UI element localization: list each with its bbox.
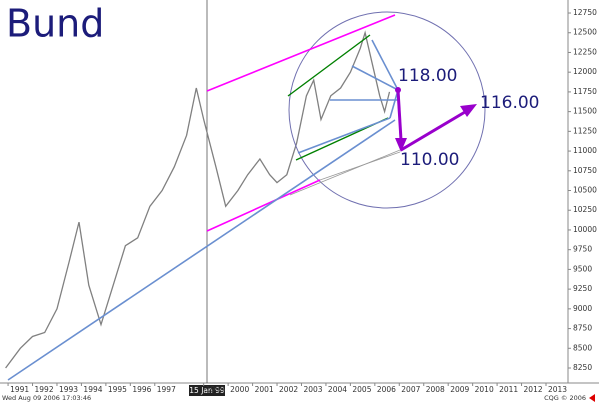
- channel-line: [287, 34, 371, 97]
- x-tick-label: 2006: [377, 385, 396, 394]
- footer: CQG © 2006: [544, 394, 586, 402]
- nav-arrow[interactable]: [589, 394, 595, 402]
- series-layer: [5, 30, 391, 369]
- channel-line: [206, 14, 396, 92]
- trend-line: [289, 149, 401, 196]
- x-tick-label: 2013: [548, 385, 567, 394]
- annotation: 116.00: [480, 93, 539, 113]
- trend-line: [319, 151, 401, 181]
- y-tick-label: 9750: [573, 245, 592, 254]
- crosshair-label: 15 Jan 99: [189, 386, 225, 395]
- x-tick-label: 2010: [475, 385, 494, 394]
- annotation: 110.00: [400, 150, 459, 170]
- y-tick-label: 9000: [573, 304, 592, 313]
- crosshair-label-box: [189, 385, 225, 396]
- circle: [288, 11, 486, 209]
- y-tick-label: 12500: [573, 28, 597, 37]
- x-tick-label: 1996: [132, 385, 151, 394]
- y-tick-label: 11000: [573, 146, 597, 155]
- trend-line: [389, 89, 399, 119]
- point: [395, 87, 401, 93]
- trend-line: [371, 39, 399, 91]
- y-tick-label: 10750: [573, 166, 597, 175]
- x-tick-label: 2008: [426, 385, 445, 394]
- arrow-head: [395, 138, 407, 152]
- y-tick-label: 8250: [573, 363, 592, 372]
- x-tick-label: 1999: [206, 385, 225, 394]
- x-tick-label: 2003: [303, 385, 322, 394]
- y-tick-label: 8750: [573, 324, 592, 333]
- y-tick-label: 12000: [573, 67, 597, 76]
- y-tick-label: 8500: [573, 343, 592, 352]
- x-tick-label: 2007: [401, 385, 420, 394]
- price-line: [5, 30, 391, 369]
- x-tick-label: 1992: [35, 385, 54, 394]
- trend-line: [351, 65, 399, 91]
- y-tick-label: 9250: [573, 284, 592, 293]
- x-tick-label: 2005: [352, 385, 371, 394]
- y-tick-label: 11750: [573, 87, 597, 96]
- y-tick-label: 11500: [573, 107, 597, 116]
- trend-line: [297, 117, 391, 154]
- y-tick-label: 11250: [573, 126, 597, 135]
- trend-line: [7, 119, 396, 381]
- timestamp: Wed Aug 09 2006 17:03:46: [2, 394, 91, 402]
- x-tick-label: 1995: [108, 385, 127, 394]
- x-tick-label: 1994: [83, 385, 102, 394]
- arrow: [400, 110, 466, 152]
- x-tick-label: 2001: [255, 385, 274, 394]
- chart-title: Bund: [6, 2, 104, 46]
- annotation: 118.00: [398, 66, 457, 86]
- arrow-head: [460, 104, 477, 117]
- drawings: [7, 11, 486, 381]
- x-tick-label: 2002: [279, 385, 298, 394]
- y-tick-label: 10500: [573, 186, 597, 195]
- x-tick-label: 2012: [524, 385, 543, 394]
- x-tick-label: 2000: [230, 385, 249, 394]
- channel-line: [206, 179, 321, 232]
- y-tick-label: 9500: [573, 264, 592, 273]
- x-tick-label: 1991: [10, 385, 29, 394]
- x-tick-label: 1993: [59, 385, 78, 394]
- y-tick-label: 12750: [573, 8, 597, 17]
- y-tick-label: 12250: [573, 47, 597, 56]
- y-tick-label: 10250: [573, 205, 597, 214]
- x-tick-label: 1997: [157, 385, 176, 394]
- arrow: [396, 89, 403, 141]
- x-tick-label: 2011: [499, 385, 518, 394]
- y-tick-label: 10000: [573, 225, 597, 234]
- x-tick-label: 2004: [328, 385, 347, 394]
- x-tick-label: 2009: [450, 385, 469, 394]
